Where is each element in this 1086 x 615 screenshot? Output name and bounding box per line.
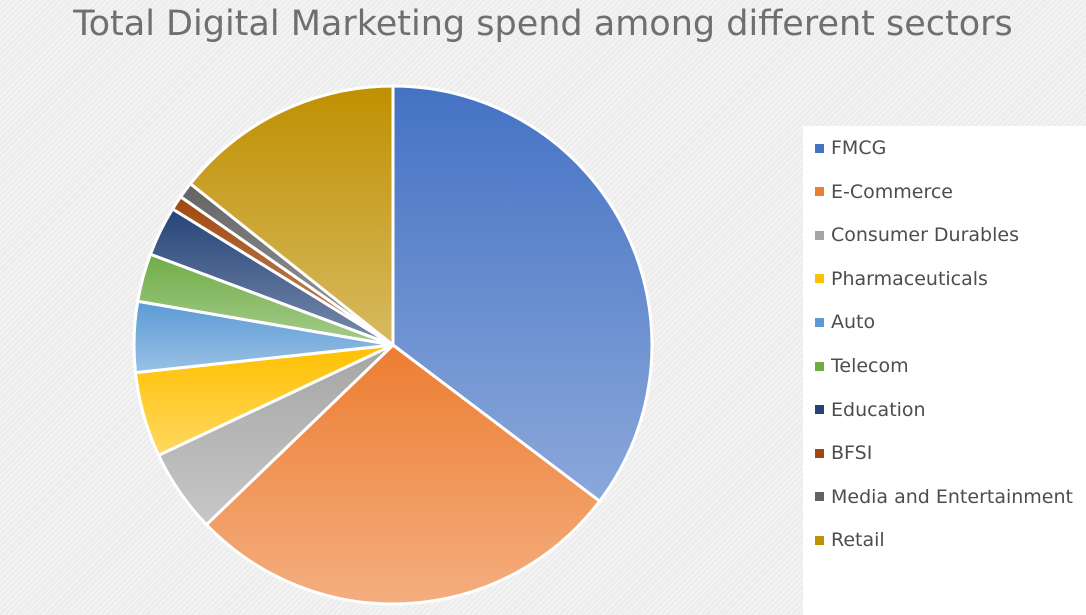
legend-item-retail: Retail	[815, 528, 885, 552]
legend-label: Education	[831, 398, 926, 421]
legend-swatch	[815, 448, 824, 458]
legend-swatch	[815, 143, 824, 153]
legend-swatch	[815, 230, 824, 240]
legend-swatch	[815, 405, 824, 415]
legend-label: BFSI	[831, 442, 873, 465]
legend-label: Retail	[831, 529, 885, 552]
legend-item-education: Education	[815, 398, 926, 422]
legend-label: Consumer Durables	[831, 224, 1019, 247]
legend-label: Telecom	[831, 355, 909, 377]
pie-slice-fmcg	[391, 84, 654, 503]
legend-label: E-Commerce	[831, 180, 953, 203]
legend-swatch	[815, 492, 824, 502]
pie-slice-e-commerce	[204, 343, 602, 606]
chart-legend: FMCG E-Commerce Consumer Durables Pharmaceu…	[803, 126, 1086, 615]
chart-title: Total Digital Marketing spend among diff…	[73, 4, 1013, 44]
legend-item-consumer-durables: Consumer Durables	[815, 223, 1019, 247]
legend-label: Media and Entertainment	[831, 485, 1073, 508]
legend-swatch	[815, 317, 824, 327]
legend-swatch	[815, 274, 824, 284]
legend-item-telecom: Telecom	[815, 354, 909, 378]
legend-swatch	[815, 535, 824, 545]
legend-label: Pharmaceuticals	[831, 267, 988, 290]
legend-item-bfsi: BFSI	[815, 441, 872, 465]
legend-label: Auto	[831, 311, 876, 334]
legend-item-media-and-entertainment: Media and Entertainment	[815, 485, 1073, 509]
legend-swatch	[815, 187, 824, 197]
legend-item-auto: Auto	[815, 310, 875, 334]
legend-label: FMCG	[831, 137, 887, 159]
legend-item-e-commerce: E-Commerce	[815, 180, 953, 204]
pie-slice-retail	[188, 84, 395, 347]
legend-item-pharmaceuticals: Pharmaceuticals	[815, 267, 988, 291]
legend-item-fmcg: FMCG	[815, 136, 886, 160]
legend-swatch	[815, 361, 824, 371]
